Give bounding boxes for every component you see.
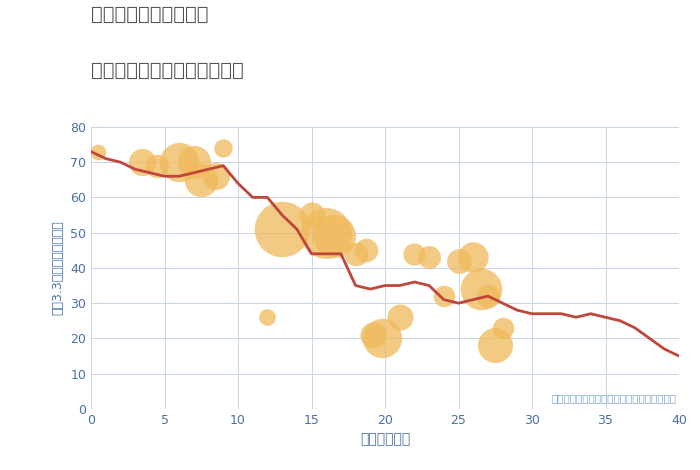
Point (350, 250, 361, 258)
Point (394, 313, 405, 321)
Point (482, 292, 493, 300)
Y-axis label: 坪（3.3㎡）単価（万円）: 坪（3.3㎡）単価（万円） (52, 220, 64, 315)
Point (306, 212, 317, 219)
Point (188, 158, 199, 166)
Point (262, 313, 273, 321)
Text: 円の大きさは、取引のあった物件面積を示す: 円の大きさは、取引のあった物件面積を示す (551, 393, 676, 404)
Point (174, 158, 185, 166)
Point (368, 331, 379, 338)
Point (328, 233, 340, 240)
Point (490, 342, 501, 349)
Point (136, 158, 148, 166)
Point (321, 229, 332, 236)
Point (424, 254, 435, 261)
Point (92, 148, 104, 155)
Point (218, 144, 229, 152)
Point (409, 250, 420, 258)
Text: 築年数別中古マンション価格: 築年数別中古マンション価格 (91, 61, 244, 80)
Point (377, 335, 388, 342)
Point (151, 162, 162, 170)
Point (276, 226, 288, 233)
Point (475, 285, 486, 293)
Point (468, 254, 479, 261)
Text: 愛知県津島市牧野町の: 愛知県津島市牧野町の (91, 5, 209, 24)
Point (195, 176, 207, 184)
Point (453, 257, 464, 265)
Point (210, 172, 221, 180)
Point (360, 247, 372, 254)
X-axis label: 築年数（年）: 築年数（年） (360, 432, 410, 446)
Point (497, 324, 508, 332)
Point (438, 292, 449, 300)
